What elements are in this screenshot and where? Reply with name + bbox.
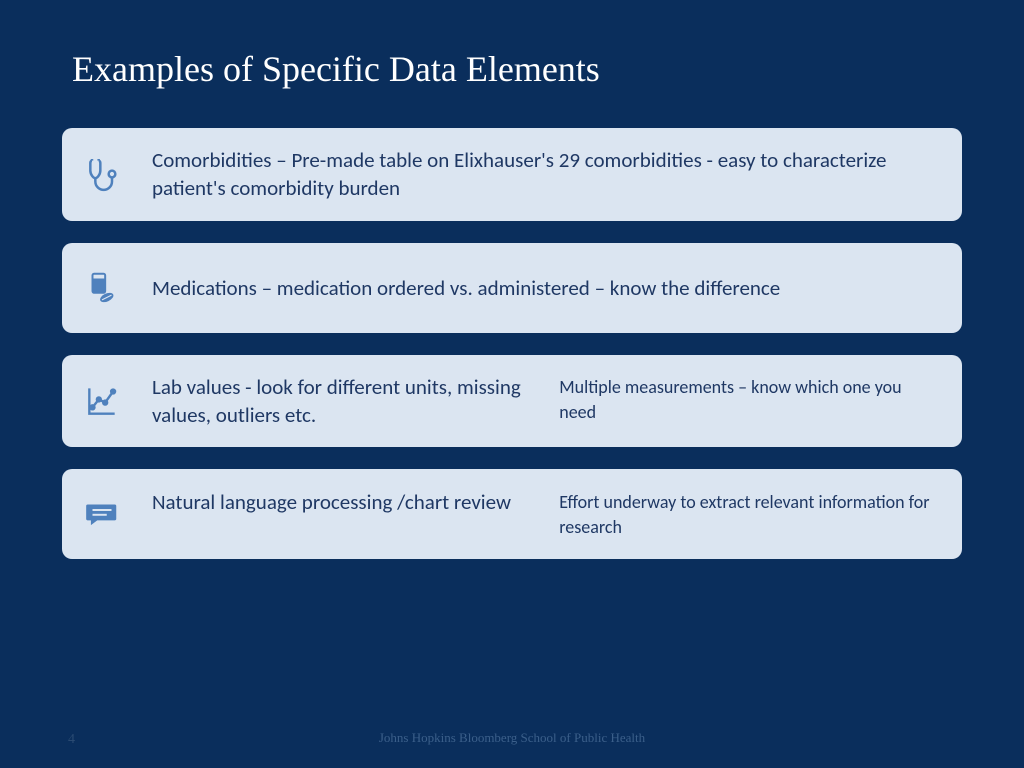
card-medications: Medications – medication ordered vs. adm… — [62, 243, 962, 333]
card-nlp: Natural language processing /chart revie… — [62, 469, 962, 559]
page-number: 4 — [68, 732, 75, 748]
card-text-right: Multiple measurements – know which one y… — [559, 373, 938, 430]
card-text: Medications – medication ordered vs. adm… — [152, 274, 938, 302]
slide-title: Examples of Specific Data Elements — [0, 0, 1024, 90]
card-lab-values: Lab values - look for different units, m… — [62, 355, 962, 448]
card-text-left: Lab values - look for different units, m… — [152, 373, 529, 430]
card-text: Comorbidities – Pre-made table on Elixha… — [152, 146, 938, 203]
content-area: Comorbidities – Pre-made table on Elixha… — [0, 90, 1024, 559]
card-text-left: Natural language processing /chart revie… — [152, 488, 529, 540]
pill-icon — [80, 266, 124, 310]
footer-text: Johns Hopkins Bloomberg School of Public… — [0, 730, 1024, 746]
card-comorbidities: Comorbidities – Pre-made table on Elixha… — [62, 128, 962, 221]
chart-icon — [80, 379, 124, 423]
chat-icon — [80, 492, 124, 536]
card-text-right: Effort underway to extract relevant info… — [559, 488, 938, 540]
stethoscope-icon — [80, 152, 124, 196]
